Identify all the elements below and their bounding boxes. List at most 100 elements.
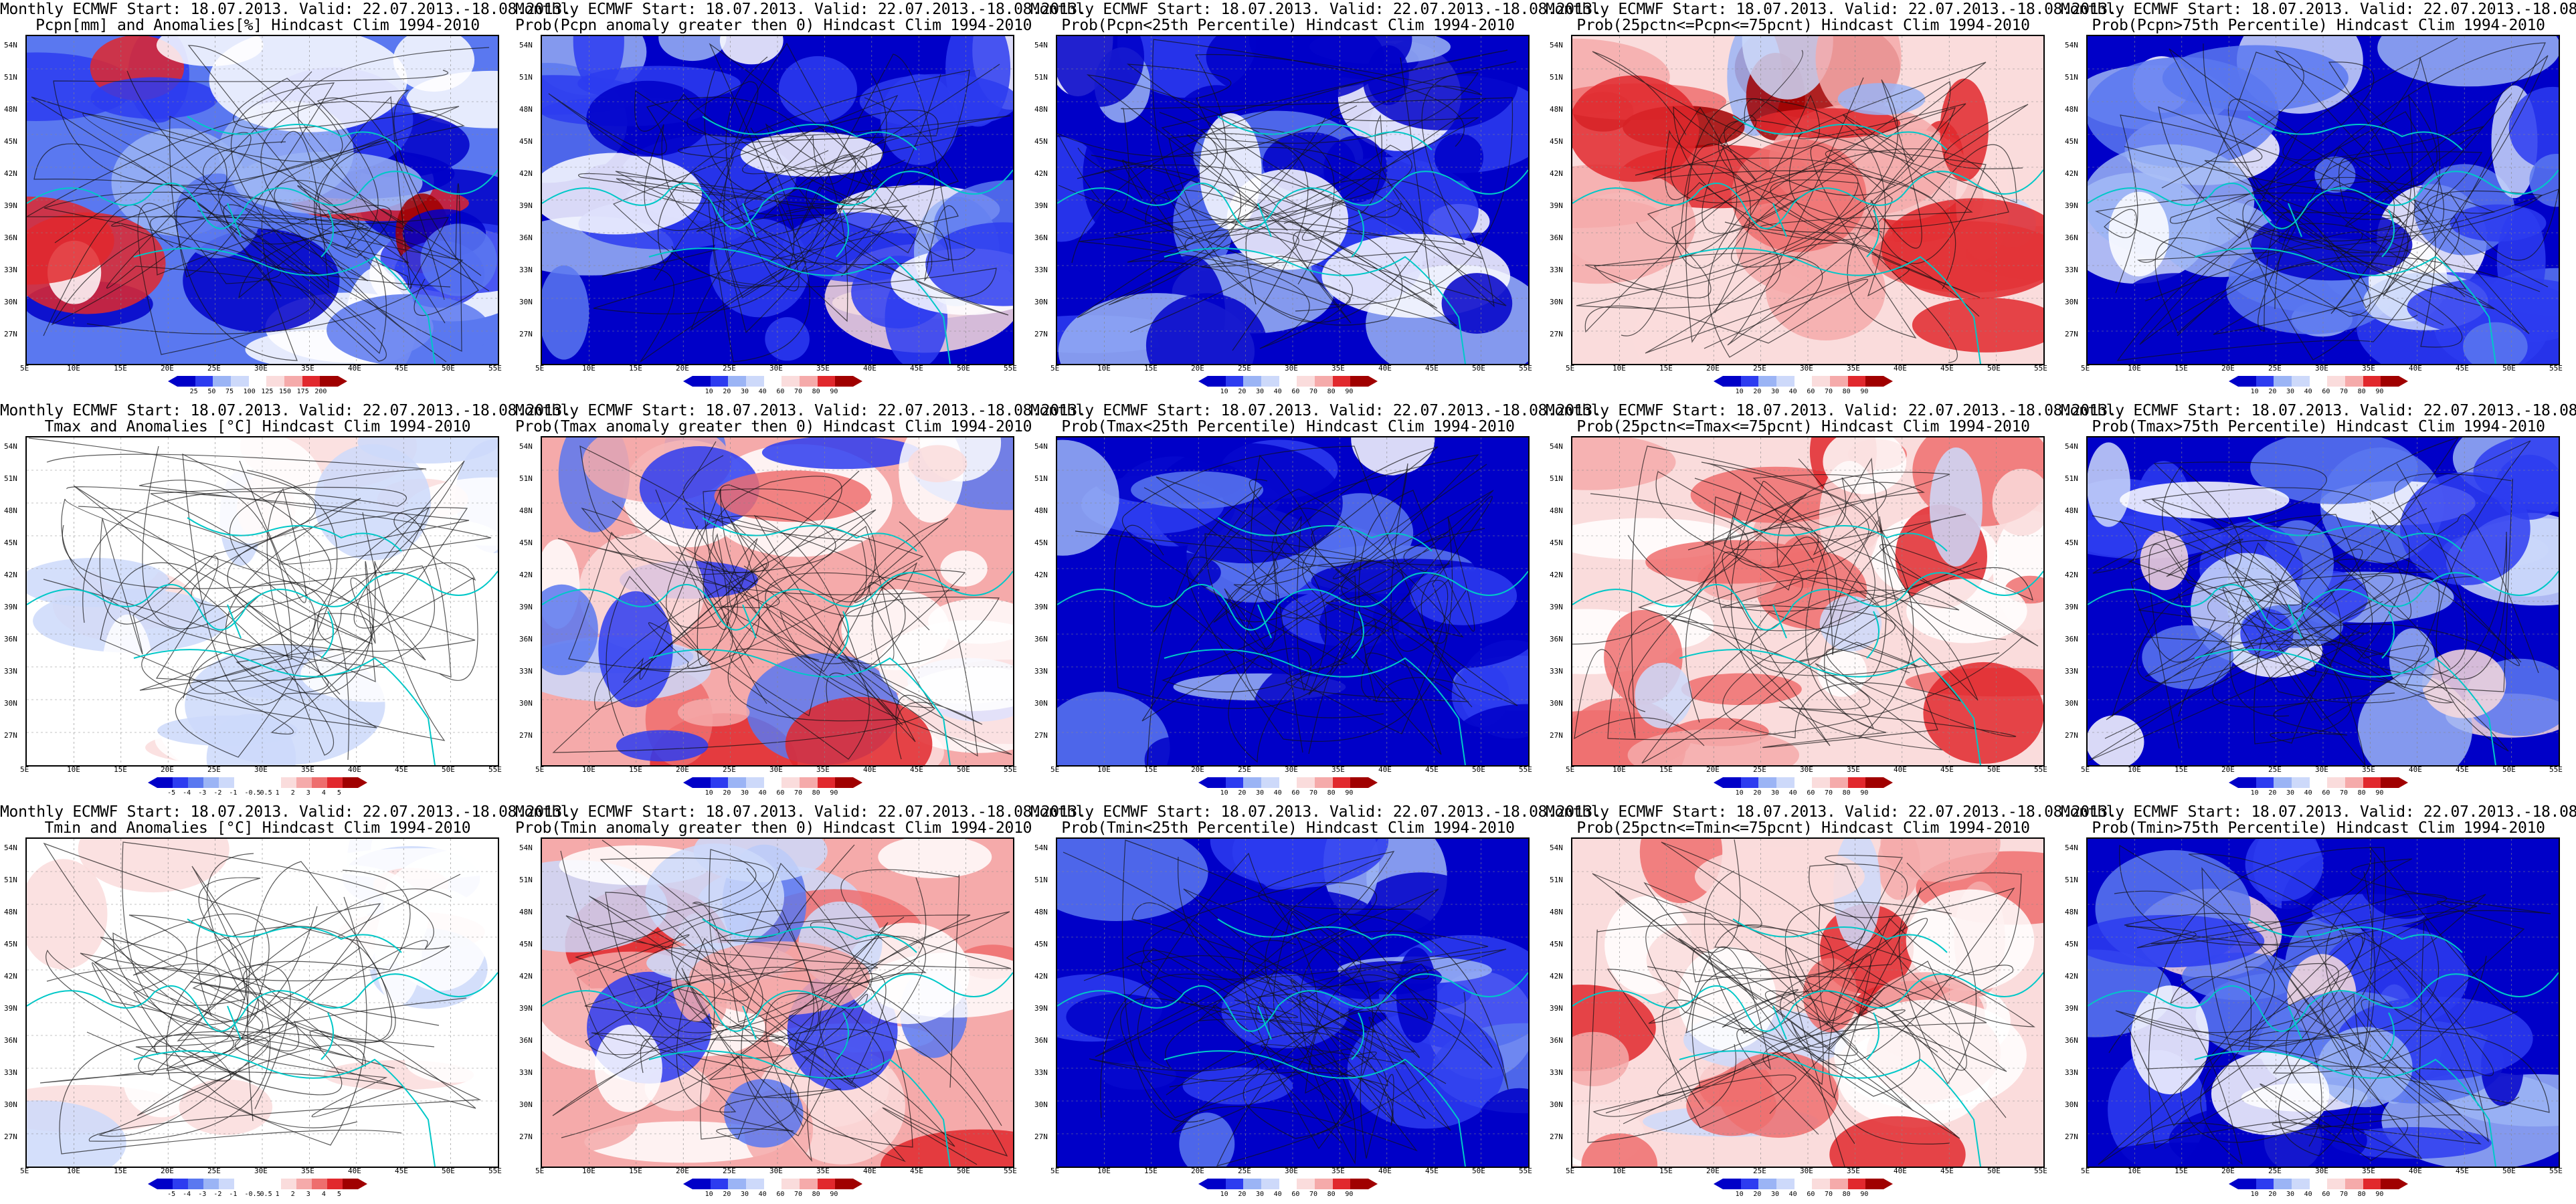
longitude-label: 55E [2549,1167,2563,1175]
colorbar-tick-label: 0.5 [260,1191,272,1198]
colorbar [1723,1179,1884,1189]
latitude-label: 39N [519,201,533,210]
colorbar-swatch [311,777,327,788]
latitude-label: 45N [1034,538,1048,547]
longitude-label: 15E [629,364,642,373]
latitude-label: 33N [4,1068,17,1077]
anomaly-patch [1912,297,2043,353]
latitude-label: 54N [519,442,533,451]
colorbar-swatch [1279,777,1297,788]
contour-line [2170,57,2512,336]
contour-line [2258,37,2549,332]
colorbar-tick-label: -3 [198,1191,207,1198]
coastline [27,918,498,1167]
colorbar-swatch [1740,376,1759,387]
anomaly-patch [2108,191,2169,277]
latitude-label: 45N [1034,940,1048,948]
panel-title-line1: Monthly ECMWF Start: 18.07.2013. Valid: … [2061,1,2576,18]
colorbar-tick-label: 60 [776,789,785,797]
contour-line [1127,64,1487,324]
map-panel: Monthly ECMWF Start: 18.07.2013. Valid: … [515,0,1087,401]
colorbar-swatch [1758,777,1777,788]
colorbar-swatch [280,777,296,788]
longitude-label: 20E [1706,765,1720,774]
anomaly-patch [1473,1088,1528,1167]
latitude-label: 54N [4,41,17,49]
contour-line [1593,104,2029,358]
contour-line [644,64,1000,331]
latitude-label: 51N [1550,474,1563,483]
panel-title-line1: Monthly ECMWF Start: 18.07.2013. Valid: … [1030,1,1602,18]
colorbar-swatch [2256,1179,2274,1189]
latitude-label: 48N [4,506,17,515]
colorbar-swatch [2274,777,2292,788]
longitude-label: 55E [1519,364,1532,373]
colorbar-swatch [2256,777,2274,788]
colorbar-swatch [1332,1179,1351,1189]
colorbar-tick-label: 20 [1238,789,1247,797]
contour-line [1645,80,1980,354]
contour-line [1075,454,1479,684]
anomaly-patch [1929,447,1983,567]
latitude-label: 33N [4,667,17,676]
colorbar-swatch [800,1179,818,1189]
colorbar-swatch [835,777,854,788]
anomaly-patch [27,494,149,528]
colorbar-tick-label: 70 [794,388,803,395]
colorbar-tick-label: 40 [2304,1191,2312,1198]
anomaly-patch [1210,839,1389,888]
latitude-label: 33N [2065,667,2078,676]
longitude-label: 25E [1238,1167,1251,1175]
longitude-label: 25E [1238,765,1251,774]
latitude-label: 51N [2065,876,2078,884]
map-panel: Monthly ECMWF Start: 18.07.2013. Valid: … [1546,401,2117,803]
anomaly-patch [880,74,959,165]
latitude-label: 33N [2065,1068,2078,1077]
latitude-label: 36N [4,1036,17,1045]
colorbar-swatch [2238,777,2256,788]
colorbar-arrow-right [2399,1179,2408,1189]
longitude-label: 45E [910,765,923,774]
colorbar-swatch [234,1179,250,1189]
anomaly-patch [1434,133,1484,181]
colorbar-tick-label: 1 [275,1191,280,1198]
longitude-label: 10E [582,1167,595,1175]
anomaly-patch [327,294,490,364]
latitude-label: 45N [4,538,17,547]
map-field-svg [1572,36,2043,364]
colorbar-tick-label: 80 [812,789,820,797]
anomaly-patch [1378,470,1515,501]
latitude-label: 48N [519,105,533,114]
contour-line [1078,39,1465,349]
panel-title-line1: Monthly ECMWF Start: 18.07.2013. Valid: … [0,803,571,821]
panel-title-line2: Tmin and Anomalies [°C] Hindcast Clim 19… [44,819,471,837]
latitude-label: 48N [519,908,533,916]
colorbar-tick-label: 40 [1788,1191,1797,1198]
anomaly-patch [1880,839,2001,882]
longitude-label: 50E [1472,765,1485,774]
latitude-label: 42N [519,571,533,579]
longitude-label: 55E [1004,1167,1017,1175]
map-panel: Monthly ECMWF Start: 18.07.2013. Valid: … [2061,0,2576,401]
colorbar-swatch [231,376,249,387]
contour-line [2158,43,2559,310]
latitude-label: 45N [519,538,533,547]
map-panel: Monthly ECMWF Start: 18.07.2013. Valid: … [1030,0,1602,401]
anomaly-patch [2400,472,2531,586]
contour-line [98,888,452,1146]
coastline [1057,918,1528,1167]
contour-line [2126,921,2489,1143]
colorbar-tick-label: 2 [290,789,295,797]
anomaly-patch [1410,566,1517,625]
colorbar-tick-label: -2 [213,1191,222,1198]
contour-line [1095,856,1507,1058]
colorbar-tick-label: 60 [2322,1191,2330,1198]
colorbar-swatch [728,1179,747,1189]
longitude-label: 5E [2081,1167,2090,1175]
map-field [2086,35,2560,365]
map-field [25,436,499,767]
colorbar-swatch [763,376,782,387]
panel-title-line1: Monthly ECMWF Start: 18.07.2013. Valid: … [1546,402,2117,419]
colorbar [693,376,854,387]
anomaly-patch [2508,86,2559,170]
